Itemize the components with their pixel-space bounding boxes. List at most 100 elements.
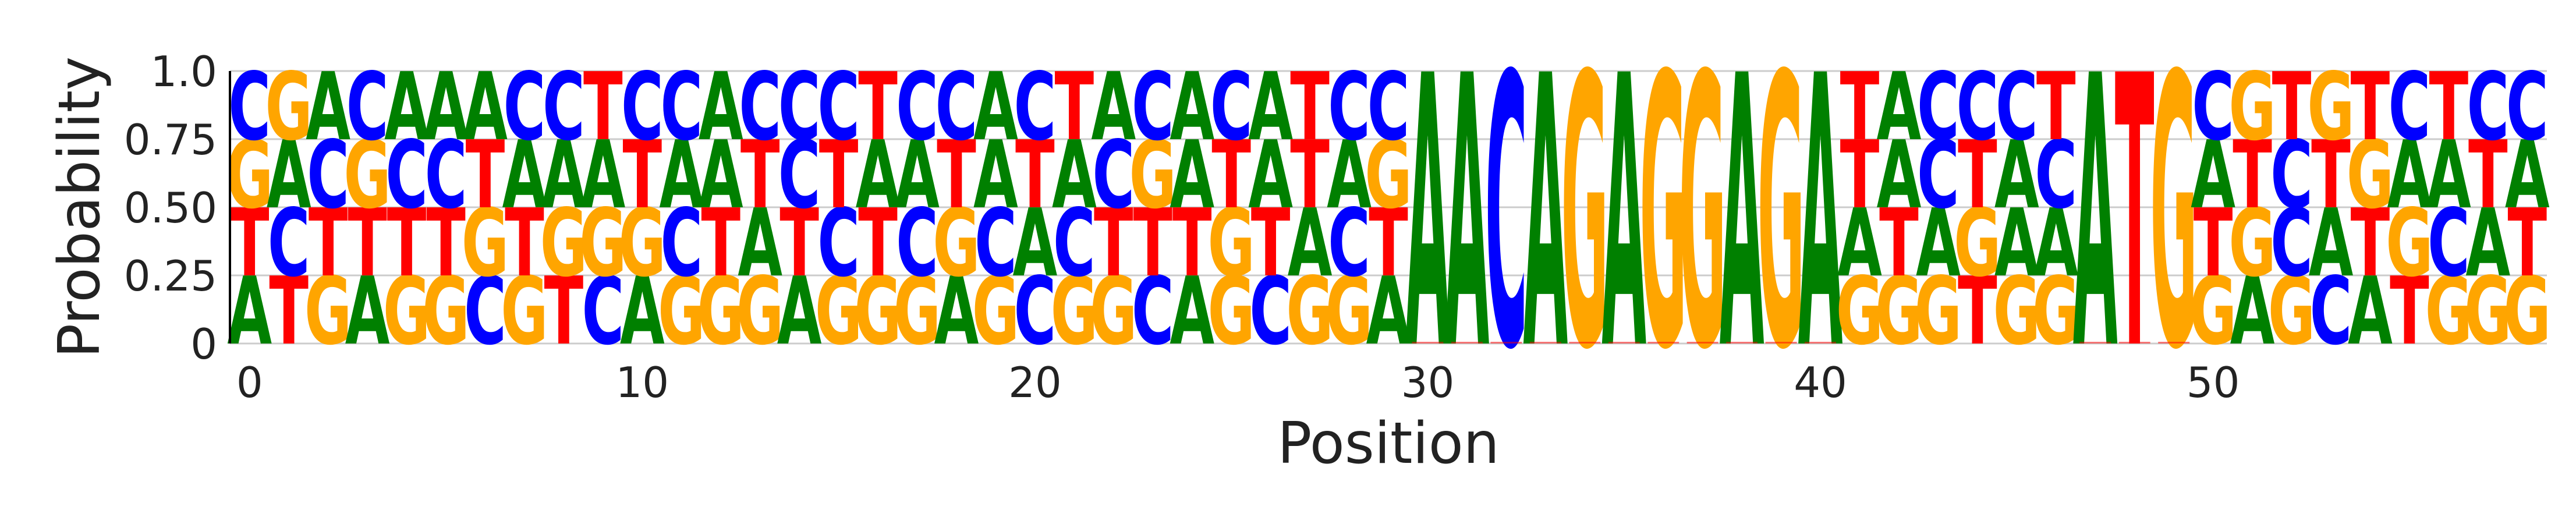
- logo-letter-T-pos-55: T: [2390, 257, 2429, 366]
- logo-letter-C-pos-46: C: [2035, 121, 2077, 229]
- logo-letter-G-pos-12: G: [697, 257, 745, 366]
- logo-letter-G-pos-56: G: [2425, 257, 2472, 366]
- logo-letter-A-pos-56: A: [2426, 121, 2471, 229]
- x-tick-labels: 0 10 20 30 40 50: [236, 358, 2240, 407]
- residual-mark-pos-40: [1805, 342, 1837, 344]
- logo-letter-G-pos-16: G: [854, 257, 901, 366]
- residual-mark-pos-33: [1529, 342, 1561, 344]
- logo-letter-A-pos-0: A: [227, 257, 272, 366]
- logo-letter-C-pos-55: C: [2388, 53, 2430, 161]
- logo-letter-G-pos-54: G: [2347, 121, 2394, 229]
- logo-letter-C-pos-20: C: [1014, 257, 1056, 366]
- y-tick-label-2: 0.50: [124, 183, 217, 232]
- logo-letter-C-pos-11: C: [660, 189, 703, 298]
- logo-letter-C-pos-10: C: [621, 53, 664, 161]
- logo-letter-T-pos-15: T: [819, 121, 859, 229]
- logo-letter-C-pos-29: C: [1367, 53, 1410, 161]
- logo-letter-G-pos-29: G: [1365, 121, 1412, 229]
- logo-letter-G-pos-36: G: [1639, 0, 1686, 432]
- logo-letter-G-pos-43: G: [1915, 257, 1962, 366]
- y-tick-label-0: 0: [190, 320, 217, 369]
- logo-letter-A-pos-19: A: [973, 121, 1018, 229]
- logo-letter-T-pos-5: T: [426, 189, 466, 298]
- logo-letter-G-pos-58: G: [2504, 257, 2551, 366]
- logo-letter-G-pos-53: G: [2307, 53, 2354, 161]
- logo-letter-G-pos-3: G: [343, 121, 391, 229]
- logo-letter-A-pos-28: A: [1327, 121, 1372, 229]
- logo-letter-A-pos-4: A: [384, 53, 429, 161]
- logo-letter-A-pos-17: A: [895, 121, 940, 229]
- residual-mark-pos-37: [1686, 342, 1718, 344]
- logo-letter-T-pos-23: T: [1133, 189, 1172, 298]
- logo-letter-A-pos-26: A: [1248, 121, 1293, 229]
- logo-letter-T-pos-41: T: [1840, 121, 1880, 229]
- logo-letter-C-pos-17: C: [896, 53, 938, 161]
- logo-letter-A-pos-19: A: [973, 53, 1018, 161]
- logo-letter-C-pos-14: C: [778, 53, 821, 161]
- logo-letter-G-pos-7: G: [501, 257, 548, 366]
- logo-letter-A-pos-53: A: [2309, 189, 2354, 298]
- logo-letter-C-pos-52: C: [2270, 189, 2313, 298]
- logo-letter-A-pos-21: A: [1052, 121, 1097, 229]
- logo-letter-G-pos-2: G: [304, 257, 352, 366]
- logo-letter-T-pos-0: T: [230, 189, 270, 298]
- logo-letter-A-pos-26: A: [1248, 53, 1293, 161]
- logo-letter-T-pos-54: T: [2351, 53, 2390, 161]
- logo-letter-G-pos-45: G: [1993, 257, 2040, 366]
- logo-letter-C-pos-58: C: [2506, 53, 2549, 161]
- logo-letter-T-pos-20: T: [1015, 121, 1055, 229]
- logo-letter-G-pos-23: G: [1129, 121, 1177, 229]
- residual-mark-pos-39: [1765, 342, 1797, 344]
- logo-letter-C-pos-26: C: [1249, 257, 1292, 366]
- logo-letter-A-pos-27: A: [1288, 189, 1333, 298]
- x-tick-label-5: 50: [2187, 358, 2240, 407]
- logo-letter-A-pos-43: A: [1916, 189, 1961, 298]
- residual-mark-pos-38: [1726, 342, 1758, 344]
- x-tick-label-4: 40: [1794, 358, 1847, 407]
- logo-letter-T-pos-12: T: [701, 189, 740, 298]
- logo-letter-T-pos-44: T: [1958, 121, 1997, 229]
- logo-letter-C-pos-8: C: [543, 53, 585, 161]
- logo-letter-G-pos-9: G: [579, 189, 626, 298]
- logo-letter-G-pos-51: G: [2228, 53, 2276, 161]
- logo-letter-G-pos-25: G: [1207, 257, 1255, 366]
- logo-letter-A-pos-33: A: [1523, 0, 1568, 432]
- logo-letter-T-pos-24: T: [1172, 189, 1212, 298]
- logo-letter-A-pos-54: A: [2348, 257, 2393, 366]
- logo-letter-T-pos-22: T: [1094, 189, 1133, 298]
- logo-letter-G-pos-11: G: [658, 257, 705, 366]
- logo-letter-T-pos-56: T: [2429, 53, 2469, 161]
- logo-letter-T-pos-26: T: [1251, 189, 1291, 298]
- logo-letter-T-pos-51: T: [2233, 121, 2272, 229]
- logo-letter-T-pos-27: T: [1290, 121, 1330, 229]
- logo-letter-A-pos-12: A: [699, 53, 743, 161]
- residual-mark-pos-35: [1608, 342, 1640, 344]
- x-tick-label-1: 10: [615, 358, 669, 407]
- logo-letter-T-pos-54: T: [2351, 189, 2390, 298]
- logo-letter-T-pos-21: T: [1055, 53, 1094, 161]
- logo-letter-G-pos-57: G: [2464, 257, 2511, 366]
- logo-letter-A-pos-58: A: [2505, 121, 2550, 229]
- logo-letter-G-pos-17: G: [894, 257, 941, 366]
- logo-letter-A-pos-30: A: [1405, 0, 1450, 432]
- logo-letter-C-pos-43: C: [1917, 121, 1960, 229]
- logo-letter-C-pos-32: C: [1485, 0, 1528, 432]
- logo-letter-C-pos-52: C: [2270, 121, 2313, 229]
- logo-letter-G-pos-1: G: [265, 53, 312, 161]
- logo-letter-T-pos-6: T: [466, 121, 505, 229]
- logo-letter-G-pos-49: G: [2150, 0, 2197, 432]
- logo-letter-C-pos-15: C: [817, 189, 860, 298]
- logo-letter-G-pos-52: G: [2268, 257, 2315, 366]
- logo-letter-T-pos-8: T: [544, 257, 584, 366]
- logo-letter-T-pos-10: T: [622, 121, 662, 229]
- logo-letter-C-pos-6: C: [464, 257, 506, 366]
- logo-letter-A-pos-13: A: [738, 189, 782, 298]
- logo-letter-G-pos-42: G: [1875, 257, 1922, 366]
- logo-letter-G-pos-50: G: [2189, 257, 2237, 366]
- logo-letter-A-pos-12: A: [699, 121, 743, 229]
- residual-mark-pos-48: [2118, 342, 2150, 344]
- x-tick-label-2: 20: [1008, 358, 1062, 407]
- logo-letter-A-pos-8: A: [541, 121, 586, 229]
- logo-letter-A-pos-24: A: [1170, 53, 1214, 161]
- logo-letter-A-pos-41: A: [1837, 189, 1882, 298]
